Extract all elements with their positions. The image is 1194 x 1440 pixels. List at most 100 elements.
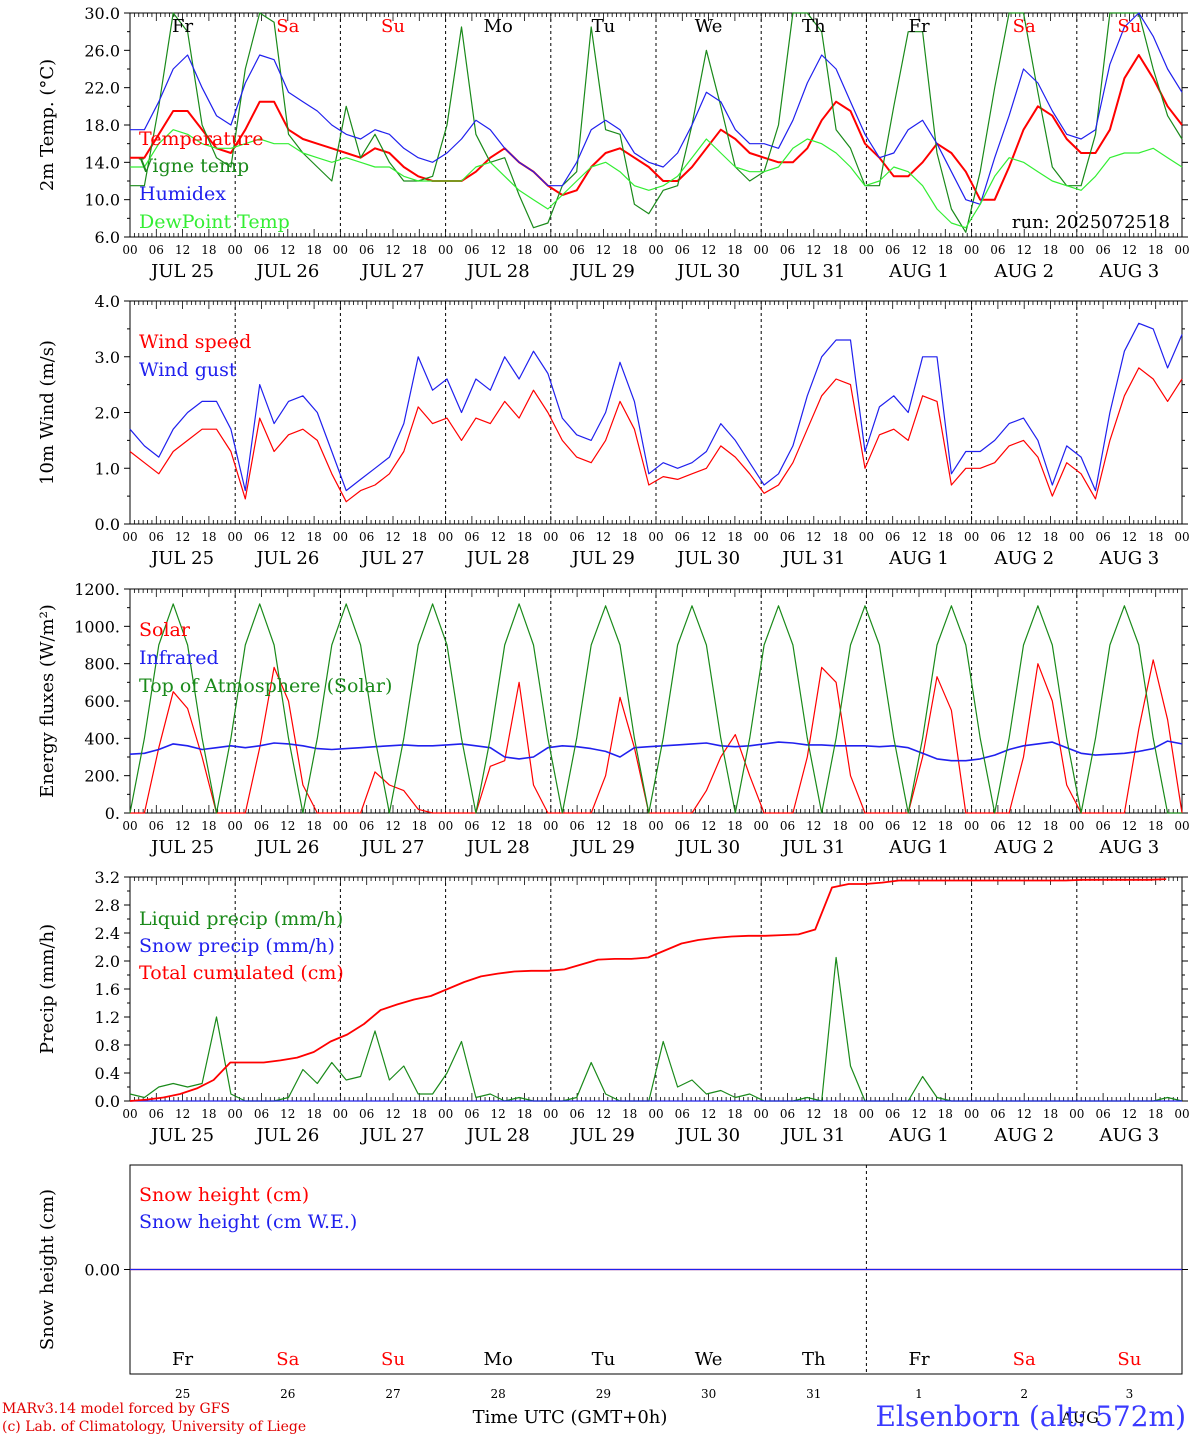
hour-label: 06 [1095, 819, 1110, 833]
plot-frame [129, 588, 1183, 814]
y-tick-label: 1.0 [95, 459, 120, 478]
hour-label: 18 [201, 243, 216, 257]
y-tick-label: 3.2 [95, 868, 120, 887]
date-label: AUG 2 [993, 548, 1054, 569]
day-number-label: 3 [1126, 1387, 1134, 1401]
y-tick-label: 0.0 [95, 515, 120, 534]
hour-label: 18 [201, 819, 216, 833]
hour-label: 12 [491, 819, 506, 833]
hour-label: 00 [859, 243, 874, 257]
weekday-label: Sa [276, 16, 299, 37]
y-tick-label: 1.2 [95, 1008, 120, 1027]
series-line-wind-speed [129, 367, 1183, 503]
date-label: JUL 30 [675, 1125, 740, 1146]
legend-entry: Top of Atmosphere (Solar) [139, 675, 392, 697]
day-number-label: 28 [491, 1387, 506, 1401]
panel-4: 00 06 12 18 00 06 12 18 00 06 12 18 00 06 12 18 00 06 12 18… [37, 868, 1190, 1146]
weekday-label: Fr [908, 16, 929, 37]
y-tick-label: 200. [84, 767, 120, 786]
hour-label: 00 [754, 530, 769, 544]
y-tick-label: 400. [84, 729, 120, 748]
y-tick-label: 0. [105, 804, 120, 823]
y-tick-label: 6.0 [95, 228, 120, 247]
hour-label: 06 [149, 243, 164, 257]
y-tick-label: 18.0 [84, 116, 120, 135]
hour-label: 06 [990, 243, 1005, 257]
legend-entry: Total cumulated (cm) [139, 962, 344, 984]
hour-label: 12 [911, 819, 926, 833]
hour-label: 00 [1069, 530, 1084, 544]
date-label: JUL 27 [360, 837, 425, 858]
weekday-label: Sa [1013, 16, 1036, 37]
hour-label: 00 [964, 243, 979, 257]
date-label: JUL 31 [780, 837, 845, 858]
hour-label: 18 [938, 819, 953, 833]
hour-label: 18 [622, 819, 637, 833]
hour-label: 12 [1017, 243, 1032, 257]
y-tick-label: 30.0 [84, 4, 120, 23]
y-axis-label: Snow height (cm) [37, 1189, 58, 1350]
hour-label: 12 [385, 530, 400, 544]
y-tick-label: 2.4 [95, 924, 120, 943]
hour-label: 12 [911, 1107, 926, 1121]
date-label: JUL 25 [149, 548, 214, 569]
day-number-label: 27 [385, 1387, 400, 1401]
date-label: AUG 2 [993, 837, 1054, 858]
weekday-label: Mo [484, 16, 513, 37]
hour-label: 12 [385, 243, 400, 257]
hour-label: 18 [622, 243, 637, 257]
hour-label: 00 [648, 1107, 663, 1121]
hour-label: 12 [491, 1107, 506, 1121]
hour-label: 00 [543, 1107, 558, 1121]
date-label: AUG 3 [1099, 1125, 1160, 1146]
date-label: JUL 30 [675, 548, 740, 569]
weekday-label: Fr [172, 1349, 193, 1370]
hour-label: 00 [754, 1107, 769, 1121]
hour-label: 00 [228, 819, 243, 833]
series-line-temperature [130, 54, 1183, 201]
hour-label: 12 [596, 530, 611, 544]
date-label: AUG 3 [1099, 837, 1160, 858]
hour-label: 18 [306, 1107, 321, 1121]
hour-label: 00 [859, 819, 874, 833]
legend-entry: Humidex [139, 183, 226, 205]
hour-label: 18 [727, 243, 742, 257]
hour-label: 06 [359, 1107, 374, 1121]
hour-label: 00 [122, 243, 137, 257]
date-label: JUL 28 [465, 261, 530, 282]
hour-label: 18 [832, 243, 847, 257]
hour-label: 12 [280, 530, 295, 544]
hour-label: 06 [359, 243, 374, 257]
date-label: JUL 26 [254, 1125, 319, 1146]
date-label: JUL 29 [570, 548, 635, 569]
hour-label: 06 [464, 819, 479, 833]
hour-label: 06 [359, 530, 374, 544]
model-credit: MARv3.14 model forced by GFS [2, 1401, 231, 1417]
series-line-total-cumulated-cm [129, 878, 1167, 1102]
hour-label: 12 [1122, 1107, 1137, 1121]
hour-label: 12 [1017, 1107, 1032, 1121]
weekday-label: Su [381, 1349, 405, 1370]
panel-1: 00 06 12 18 00 06 12 18 00 06 12 18 00 06 12 18 00 06 12 18… [37, 4, 1190, 282]
hour-label: 12 [806, 530, 821, 544]
y-tick-label: 800. [84, 655, 120, 674]
panel-5: 0.00 Snow height (cm) Snow height (cm) Snow… [37, 1164, 1188, 1375]
hour-label: 12 [1017, 819, 1032, 833]
date-label: JUL 25 [149, 1125, 214, 1146]
hour-label: 18 [201, 530, 216, 544]
series-line-top-of-atmosphere-solar [129, 603, 1182, 814]
hour-label: 06 [675, 530, 690, 544]
y-axis-label: Energy fluxes (W/m²) [37, 604, 58, 798]
hour-label: 18 [938, 1107, 953, 1121]
y-tick-label: 2.8 [95, 896, 120, 915]
hour-label: 00 [122, 819, 137, 833]
month-label: AUG [1060, 1408, 1099, 1427]
hour-label: 18 [1043, 243, 1058, 257]
hour-label: 00 [333, 1107, 348, 1121]
hour-label: 18 [201, 1107, 216, 1121]
y-axis-label: 10m Wind (m/s) [37, 340, 58, 485]
legend-entry: Wind speed [139, 331, 251, 353]
hour-label: 18 [832, 530, 847, 544]
series-line-dewpoint-temp [130, 129, 1183, 229]
weekday-label: Th [802, 1349, 826, 1370]
